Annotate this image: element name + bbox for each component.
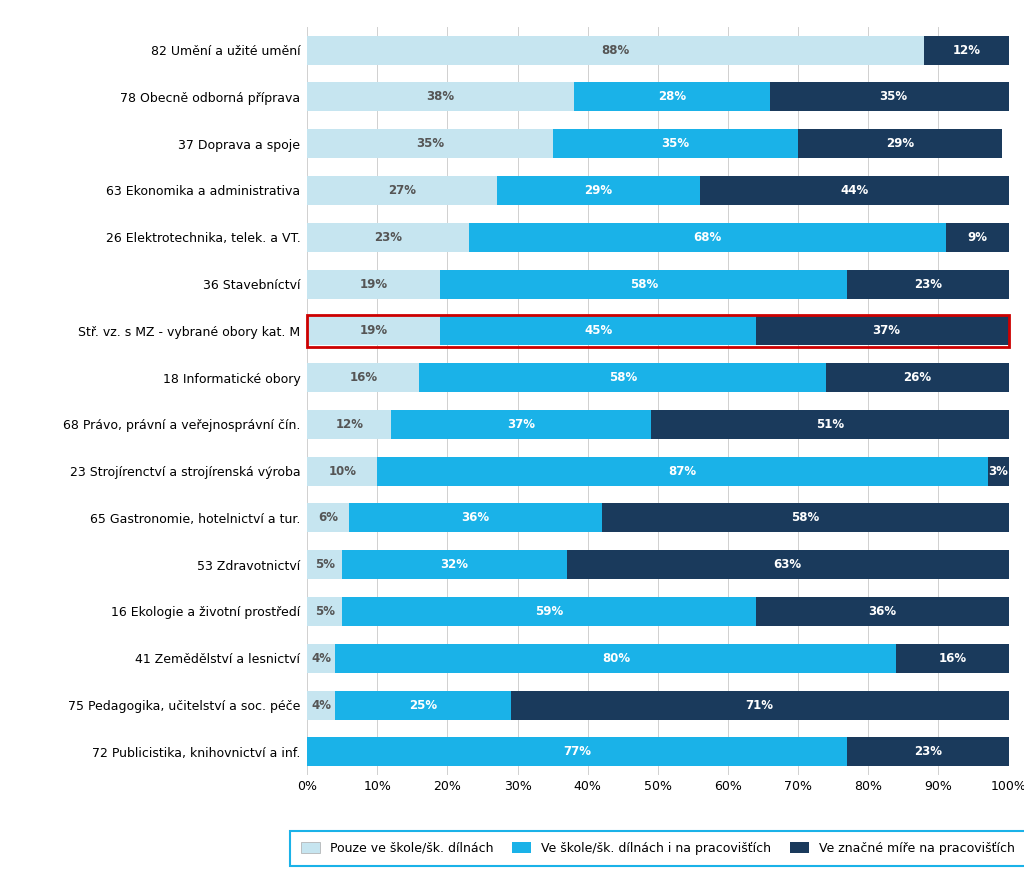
Text: 10%: 10% <box>329 464 356 478</box>
Bar <box>799 129 1001 159</box>
Text: 19%: 19% <box>359 277 388 290</box>
Text: 37%: 37% <box>507 418 536 431</box>
Bar <box>307 550 342 579</box>
Text: 12%: 12% <box>952 44 981 57</box>
Text: 77%: 77% <box>563 745 591 758</box>
Bar <box>307 129 553 159</box>
Bar <box>847 737 1009 766</box>
Text: 9%: 9% <box>967 231 987 244</box>
Text: 58%: 58% <box>630 277 658 290</box>
Text: 29%: 29% <box>585 184 612 197</box>
Text: 44%: 44% <box>841 184 868 197</box>
Text: 38%: 38% <box>426 90 455 103</box>
Bar <box>342 550 566 579</box>
Text: 45%: 45% <box>584 324 612 338</box>
Bar <box>307 363 420 392</box>
Bar <box>602 503 1009 533</box>
Bar <box>770 82 1016 111</box>
Text: 5%: 5% <box>314 558 335 571</box>
Bar <box>307 36 925 65</box>
Bar <box>307 82 573 111</box>
Text: 80%: 80% <box>602 651 630 665</box>
Bar <box>945 223 1009 252</box>
Bar <box>307 503 349 533</box>
Text: 6%: 6% <box>318 511 338 525</box>
Bar <box>307 597 342 626</box>
Bar <box>497 176 700 205</box>
Text: 16%: 16% <box>349 371 378 384</box>
Text: 58%: 58% <box>792 511 819 525</box>
Legend: Pouze ve škole/šk. dílnách, Ve škole/šk. dílnách i na pracovišťích, Ve značné mí: Pouze ve škole/šk. dílnách, Ve škole/šk.… <box>290 830 1024 866</box>
Bar <box>440 269 847 298</box>
Bar <box>307 269 440 298</box>
Bar <box>335 691 511 720</box>
Text: 36%: 36% <box>868 605 896 618</box>
Text: 63%: 63% <box>773 558 802 571</box>
Text: 27%: 27% <box>388 184 416 197</box>
Text: 32%: 32% <box>440 558 469 571</box>
Text: 12%: 12% <box>335 418 364 431</box>
Text: 37%: 37% <box>871 324 900 338</box>
Text: 59%: 59% <box>536 605 563 618</box>
Bar <box>342 597 756 626</box>
Bar <box>391 410 651 439</box>
Text: 35%: 35% <box>662 137 689 151</box>
Text: 35%: 35% <box>416 137 444 151</box>
Text: 51%: 51% <box>816 418 844 431</box>
Bar <box>925 36 1009 65</box>
Bar <box>307 176 497 205</box>
Bar <box>511 691 1009 720</box>
Bar <box>553 129 799 159</box>
Text: 29%: 29% <box>886 137 914 151</box>
Text: 25%: 25% <box>409 699 437 712</box>
Bar <box>566 550 1009 579</box>
Bar <box>307 737 847 766</box>
Text: 4%: 4% <box>311 699 331 712</box>
Text: 23%: 23% <box>914 277 942 290</box>
Bar <box>307 643 335 673</box>
Text: 19%: 19% <box>359 324 388 338</box>
Bar <box>377 456 987 486</box>
Text: 23%: 23% <box>914 745 942 758</box>
Bar <box>307 410 391 439</box>
Text: 23%: 23% <box>374 231 401 244</box>
Text: 71%: 71% <box>745 699 773 712</box>
Text: 28%: 28% <box>657 90 686 103</box>
Bar <box>651 410 1009 439</box>
Bar <box>700 176 1009 205</box>
Bar <box>756 316 1016 346</box>
Text: 87%: 87% <box>669 464 696 478</box>
Bar <box>469 223 945 252</box>
Bar <box>987 456 1009 486</box>
Bar <box>847 269 1009 298</box>
Text: 36%: 36% <box>462 511 489 525</box>
Bar <box>307 691 335 720</box>
Bar <box>440 316 756 346</box>
Text: 35%: 35% <box>879 90 907 103</box>
Bar <box>307 456 377 486</box>
Text: 4%: 4% <box>311 651 331 665</box>
Text: 26%: 26% <box>903 371 932 384</box>
Bar <box>307 223 469 252</box>
Text: 5%: 5% <box>314 605 335 618</box>
Text: 88%: 88% <box>602 44 630 57</box>
Text: 68%: 68% <box>693 231 721 244</box>
Bar <box>896 643 1009 673</box>
Bar <box>335 643 896 673</box>
Bar <box>307 316 440 346</box>
Text: 3%: 3% <box>988 464 1008 478</box>
Text: 16%: 16% <box>938 651 967 665</box>
Bar <box>573 82 770 111</box>
Bar <box>826 363 1009 392</box>
Text: 58%: 58% <box>608 371 637 384</box>
Bar <box>420 363 826 392</box>
Bar <box>349 503 602 533</box>
Bar <box>756 597 1009 626</box>
